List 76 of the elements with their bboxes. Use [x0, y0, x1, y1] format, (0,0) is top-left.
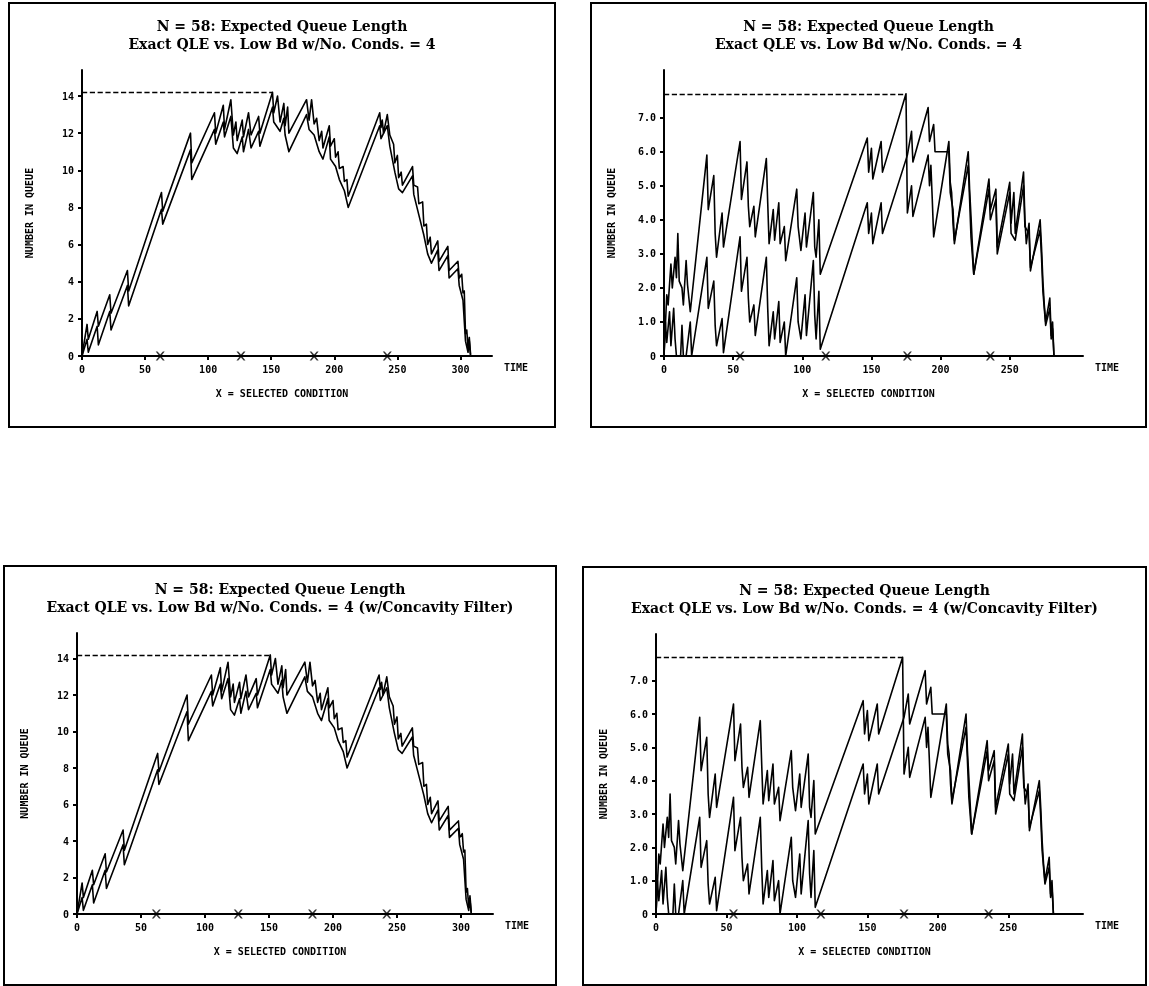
- x-tick-label: 150: [259, 921, 279, 933]
- x-tick-label: 100: [195, 921, 215, 933]
- y-tick-label: 4: [67, 276, 74, 288]
- text: X = SELECTED CONDITION: [213, 945, 347, 957]
- x-tick-label: 150: [862, 363, 881, 375]
- y-tick-label: 4.0: [637, 214, 656, 226]
- y-tick-label: 12: [61, 127, 74, 139]
- y-tick-label: 2.0: [637, 282, 656, 294]
- x-axis-title: TIME: [1095, 919, 1120, 931]
- x-tick-label: 50: [720, 921, 733, 933]
- x-tick-label: 200: [928, 921, 947, 933]
- x-tick-label: 250: [388, 363, 407, 375]
- x-tick-label: 250: [999, 921, 1018, 933]
- y-tick-label: 2.0: [629, 841, 648, 853]
- y-tick-label: 12: [56, 689, 69, 701]
- y-tick-label: 1.0: [637, 316, 656, 328]
- y-tick-label: 5.0: [637, 180, 656, 192]
- y-tick-label: 3.0: [637, 248, 656, 260]
- x-tick-label: 250: [387, 921, 407, 933]
- x-axis-title: TIME: [504, 361, 529, 373]
- y-tick-label: 8: [67, 201, 74, 213]
- y-tick-label: 14: [61, 90, 74, 102]
- y-tick-label: 0: [641, 908, 648, 920]
- x-tick-label: 0: [78, 363, 86, 375]
- y-tick-label: 1.0: [629, 875, 648, 887]
- x-tick-label: 50: [139, 363, 152, 375]
- y-tick-label: 7.0: [637, 112, 656, 124]
- x-tick-label: 250: [1000, 363, 1019, 375]
- x-tick-label: 100: [787, 921, 806, 933]
- y-tick-label: 6: [67, 239, 74, 251]
- text: X = SELECTED CONDITION: [215, 387, 349, 399]
- chart-subtitle: Exact QLE vs. Low Bd w/No. Conds. = 4 (w/Concavity Filter): [46, 599, 514, 615]
- y-tick-label: 0: [62, 908, 69, 920]
- x-tick-label: 200: [931, 363, 950, 375]
- chart-title: N = 58: Expected Queue Length: [743, 18, 994, 34]
- y-axis-title: NUMBER IN QUEUE: [23, 167, 35, 259]
- y-tick-label: 14: [56, 653, 69, 665]
- x-axis-title: TIME: [505, 919, 530, 931]
- x-axis-title: TIME: [1095, 361, 1120, 373]
- chart-title: N = 58: Expected Queue Length: [739, 582, 990, 598]
- x-tick-label: 300: [451, 921, 471, 933]
- y-tick-label: 6.0: [629, 708, 648, 720]
- x-tick-label: 150: [858, 921, 877, 933]
- chart-subtitle: Exact QLE vs. Low Bd w/No. Conds. = 4 (w/Concavity Filter): [631, 600, 1098, 616]
- y-tick-label: 4.0: [629, 775, 648, 787]
- y-tick-label: 10: [56, 726, 69, 738]
- text: X = SELECTED CONDITION: [802, 387, 935, 399]
- y-tick-label: 2: [62, 872, 69, 884]
- y-tick-label: 8: [62, 762, 69, 774]
- y-tick-label: 6.0: [637, 146, 656, 158]
- chart-title: N = 58: Expected Queue Length: [154, 581, 406, 597]
- chart-title: N = 58: Expected Queue Length: [156, 18, 408, 34]
- x-tick-label: 150: [262, 363, 281, 375]
- x-tick-label: 300: [451, 363, 470, 375]
- y-tick-label: 6: [62, 799, 69, 811]
- x-tick-label: 0: [660, 363, 668, 375]
- x-tick-label: 200: [325, 363, 344, 375]
- x-tick-label: 50: [134, 921, 148, 933]
- x-tick-label: 100: [199, 363, 218, 375]
- y-tick-label: 2: [67, 313, 74, 325]
- x-tick-label: 100: [793, 363, 812, 375]
- y-axis-title: NUMBER IN QUEUE: [605, 167, 617, 259]
- y-tick-label: 4: [62, 835, 69, 847]
- y-tick-label: 0: [67, 350, 74, 362]
- y-axis-title: NUMBER IN QUEUE: [597, 728, 609, 820]
- text: X = SELECTED CONDITION: [798, 945, 931, 957]
- y-tick-label: 5.0: [629, 741, 648, 753]
- x-tick-label: 200: [323, 921, 343, 933]
- y-tick-label: 3.0: [629, 808, 648, 820]
- y-tick-label: 10: [61, 164, 74, 176]
- y-axis-title: NUMBER IN QUEUE: [18, 728, 30, 819]
- chart-subtitle: Exact QLE vs. Low Bd w/No. Conds. = 4: [128, 36, 436, 52]
- y-tick-label: 0: [649, 350, 656, 362]
- y-tick-label: 7.0: [629, 675, 648, 687]
- chart-subtitle: Exact QLE vs. Low Bd w/No. Conds. = 4: [714, 36, 1023, 52]
- x-tick-label: 50: [727, 363, 740, 375]
